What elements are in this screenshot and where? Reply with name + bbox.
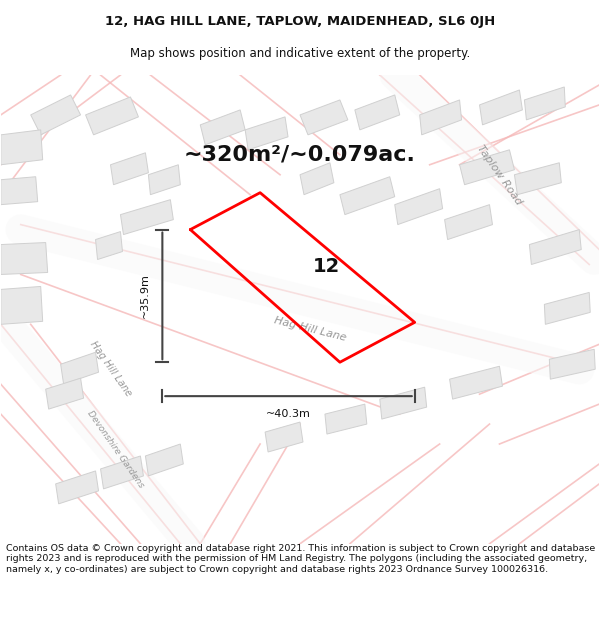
Text: 12, HAG HILL LANE, TAPLOW, MAIDENHEAD, SL6 0JH: 12, HAG HILL LANE, TAPLOW, MAIDENHEAD, S… — [105, 14, 495, 28]
Polygon shape — [449, 366, 502, 399]
Polygon shape — [380, 387, 427, 419]
Polygon shape — [95, 232, 122, 259]
Text: ~320m²/~0.079ac.: ~320m²/~0.079ac. — [184, 145, 416, 165]
Polygon shape — [479, 90, 523, 125]
Polygon shape — [245, 117, 288, 150]
Polygon shape — [524, 87, 565, 120]
Polygon shape — [31, 95, 80, 135]
Polygon shape — [550, 349, 595, 379]
Text: Devonshire Gardens: Devonshire Gardens — [85, 409, 146, 489]
Polygon shape — [200, 110, 245, 145]
Polygon shape — [1, 242, 47, 274]
Text: Hag Hill Lane: Hag Hill Lane — [88, 340, 133, 399]
Polygon shape — [1, 286, 43, 324]
Text: 12: 12 — [313, 258, 340, 276]
Polygon shape — [395, 189, 443, 224]
Polygon shape — [544, 292, 590, 324]
Polygon shape — [340, 177, 395, 214]
Text: ~40.3m: ~40.3m — [266, 409, 311, 419]
Polygon shape — [145, 444, 184, 476]
Polygon shape — [61, 352, 98, 384]
Polygon shape — [110, 152, 148, 185]
Polygon shape — [460, 150, 514, 185]
Polygon shape — [148, 165, 181, 194]
Text: Contains OS data © Crown copyright and database right 2021. This information is : Contains OS data © Crown copyright and d… — [6, 544, 595, 574]
Polygon shape — [121, 199, 173, 234]
Polygon shape — [1, 177, 38, 204]
Text: ~35.9m: ~35.9m — [139, 274, 149, 318]
Text: Taplow Road: Taplow Road — [475, 143, 524, 206]
Polygon shape — [1, 130, 43, 165]
Polygon shape — [355, 95, 400, 130]
Polygon shape — [514, 162, 562, 194]
Polygon shape — [529, 229, 581, 264]
Polygon shape — [265, 422, 303, 452]
Polygon shape — [86, 97, 139, 135]
Polygon shape — [46, 378, 83, 409]
Text: Hag Hill Lane: Hag Hill Lane — [273, 316, 347, 343]
Polygon shape — [445, 204, 493, 239]
Polygon shape — [101, 456, 143, 489]
Polygon shape — [300, 162, 334, 194]
Polygon shape — [325, 404, 367, 434]
Polygon shape — [419, 100, 461, 135]
Text: Map shows position and indicative extent of the property.: Map shows position and indicative extent… — [130, 48, 470, 61]
Polygon shape — [56, 471, 98, 504]
Polygon shape — [300, 100, 348, 135]
